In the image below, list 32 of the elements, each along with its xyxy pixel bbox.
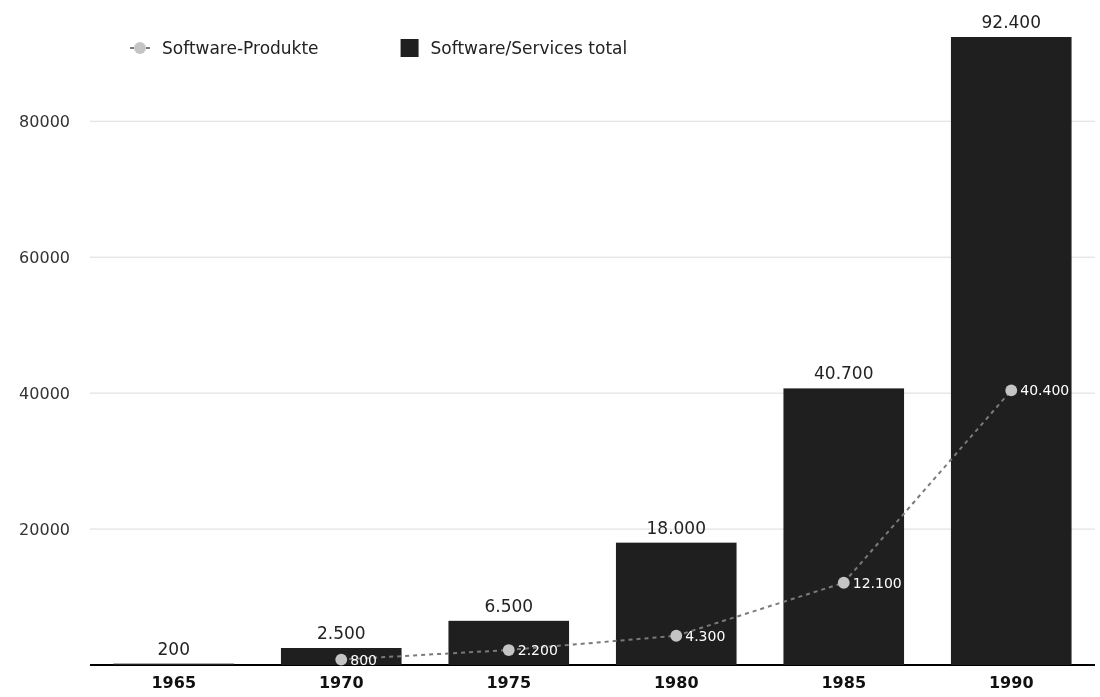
point [1005, 384, 1018, 397]
data-label: 6.500 [484, 595, 534, 616]
bar [783, 388, 905, 665]
data-label: 4.300 [685, 627, 726, 644]
point [502, 644, 515, 656]
data-label: 2.500 [316, 623, 366, 644]
data-label: 2.200 [517, 642, 558, 659]
y-tick-label: 20000 [19, 519, 70, 539]
point [335, 653, 348, 666]
bar [448, 620, 570, 665]
y-tick-label: 40000 [19, 383, 70, 403]
x-tick-label: 1990 [988, 673, 1034, 693]
data-label: 92.400 [981, 12, 1041, 32]
x-tick-label: 1985 [821, 673, 867, 693]
point [837, 576, 850, 589]
x-tick-label: 1980 [653, 673, 699, 693]
data-label: 18.000 [646, 517, 706, 538]
data-label: 40.400 [1020, 382, 1070, 399]
point [670, 629, 683, 642]
bar [615, 542, 737, 665]
x-tick-label: 1970 [318, 673, 364, 693]
y-tick-label: 80000 [19, 111, 70, 131]
bar [950, 37, 1072, 665]
data-label: 800 [350, 651, 377, 668]
legend-label: Software/Services total [430, 38, 628, 58]
data-label: 40.700 [814, 363, 874, 384]
data-label: 200 [157, 638, 190, 659]
y-tick-label: 60000 [19, 247, 70, 267]
x-tick-label: 1975 [486, 673, 532, 693]
x-tick-label: 1965 [151, 673, 197, 693]
legend-label: Software-Produkte [162, 38, 319, 58]
data-label: 12.100 [852, 574, 902, 591]
